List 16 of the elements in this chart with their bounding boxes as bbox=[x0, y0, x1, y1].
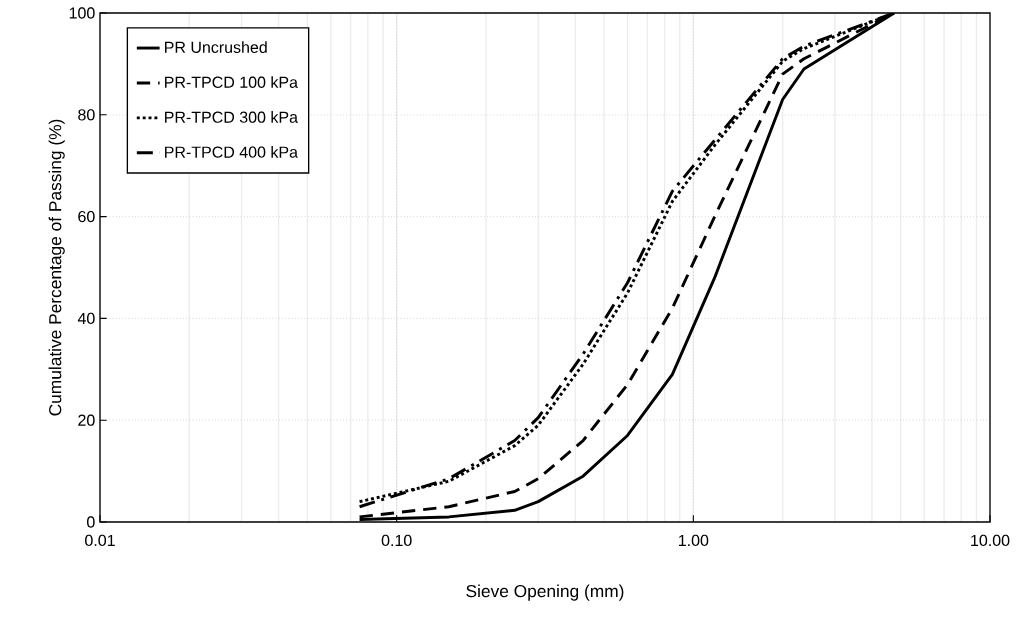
y-tick-label: 80 bbox=[78, 109, 95, 121]
legend-label: PR-TPCD 300 kPa bbox=[165, 111, 298, 123]
legend-label: PR Uncrushed bbox=[165, 41, 267, 53]
x-tick-label: 10.00 bbox=[971, 534, 1010, 547]
y-tick-label: 40 bbox=[77, 312, 95, 325]
legend-label: PR-TPCD 100 kPa bbox=[165, 76, 298, 88]
x-tick-label: 0.01 bbox=[85, 534, 115, 547]
x-axis-title: Sieve Opening (mm) bbox=[466, 584, 624, 601]
y-tick-label: 20 bbox=[78, 414, 95, 426]
x-tick-label: 0.10 bbox=[381, 534, 412, 547]
y-tick-label: 100 bbox=[69, 7, 95, 19]
y-tick-label: 60 bbox=[78, 210, 95, 223]
y-tick-label: 0 bbox=[87, 516, 95, 528]
y-axis-title: Cumulative Percentage of Passing (%) bbox=[48, 119, 65, 416]
legend-label: PR-TPCD 400 kPa bbox=[165, 146, 298, 158]
x-tick-label: 1.00 bbox=[678, 534, 709, 547]
